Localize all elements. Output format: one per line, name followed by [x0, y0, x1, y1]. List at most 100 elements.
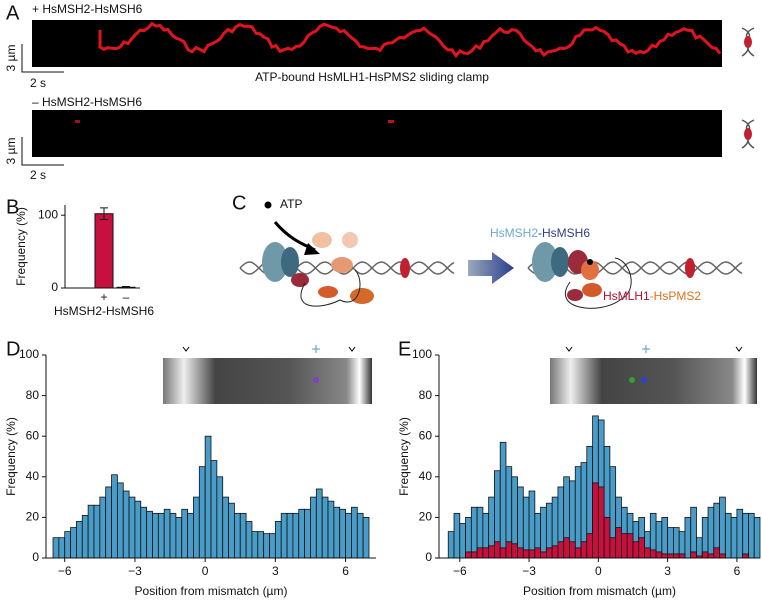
histogram-bar — [315, 488, 323, 559]
x-tick-label: 3 — [664, 564, 671, 578]
histogram-bar — [476, 547, 484, 559]
histogram-bar — [505, 541, 513, 559]
histogram-bar — [701, 551, 709, 559]
histogram-bar — [356, 512, 364, 559]
histogram-bar — [321, 496, 329, 559]
histogram-bar — [345, 512, 352, 559]
atp-label: ATP — [280, 197, 302, 211]
histogram-bar — [52, 537, 60, 559]
histogram-bar — [482, 547, 490, 559]
histogram-bar — [707, 553, 715, 559]
histogram-bar — [175, 517, 183, 559]
histogram-bar — [274, 521, 282, 559]
y-axis-label: Frequency (%) — [397, 417, 411, 496]
y-tick-label: 20 — [419, 510, 433, 524]
x-tick-label: + — [100, 290, 107, 304]
x-tick-label: 6 — [734, 564, 741, 578]
caption: ATP-bound HsMLH1-HsPMS2 sliding clamp — [255, 70, 489, 84]
histogram-bar — [58, 537, 66, 559]
dna-icon — [741, 27, 755, 149]
histogram-bar — [87, 504, 95, 559]
label-part: HsMSH2 — [490, 226, 538, 240]
error-bar — [100, 207, 108, 221]
histogram-bar — [719, 496, 726, 559]
histogram-bar — [638, 537, 645, 559]
histogram-bar — [742, 553, 749, 559]
histogram-bar — [609, 537, 617, 559]
histogram-bar — [696, 537, 703, 559]
x-tick-label: 6 — [342, 564, 349, 578]
histogram-bar — [684, 517, 692, 559]
histogram-bar — [310, 496, 317, 559]
inset-markers — [182, 345, 743, 383]
x-tick-label: −3 — [522, 564, 536, 578]
histogram-bar — [540, 551, 547, 559]
scale-label: 2 s — [30, 76, 46, 90]
histogram-bar — [742, 512, 749, 559]
bar — [94, 213, 114, 289]
histogram-bar — [351, 506, 358, 559]
histogram-bar — [667, 527, 674, 559]
histogram-bar — [690, 506, 697, 559]
histogram-bar — [574, 547, 582, 559]
histogram-bar — [280, 512, 288, 559]
y-tick-label: 80 — [419, 388, 433, 402]
histogram-bar — [152, 512, 159, 559]
histogram-bar — [163, 508, 171, 559]
histogram-bar — [134, 500, 142, 559]
histogram-bar — [626, 533, 634, 559]
histogram-bar — [724, 512, 732, 559]
histogram-bar — [597, 486, 605, 559]
histogram-bar — [333, 506, 341, 559]
inset-image — [550, 358, 757, 404]
histogram-bar — [672, 527, 680, 559]
histogram-bar — [545, 547, 553, 559]
histogram-bar — [592, 482, 599, 559]
histogram-bar — [522, 496, 530, 559]
kymograph — [32, 110, 722, 157]
histogram-bar — [736, 508, 744, 559]
histogram-bar — [193, 496, 200, 559]
histogram-bar — [713, 547, 720, 559]
scale-label: 3 µm — [4, 138, 18, 165]
x-axis-label: HsMSH2-HsMSH6 — [54, 304, 154, 318]
y-axis-label: Frequency (%) — [4, 417, 18, 496]
histogram-bar — [210, 460, 218, 559]
histogram-bar — [228, 502, 235, 559]
histogram-bar — [459, 523, 466, 559]
histogram-bar — [488, 545, 495, 559]
histogram-bar — [286, 512, 294, 559]
histogram-bar — [269, 533, 276, 559]
y-tick-label: 60 — [26, 428, 40, 442]
histogram-bar — [649, 549, 657, 559]
histogram-bar — [470, 506, 478, 559]
scale-bar — [21, 137, 64, 166]
histogram-bar — [517, 486, 524, 559]
histogram-bar — [111, 474, 118, 559]
histogram-bar — [70, 527, 77, 559]
histogram-bar — [661, 517, 669, 559]
histogram-bar — [292, 512, 300, 559]
kymo-trace — [98, 21, 722, 59]
histogram-bar — [239, 512, 247, 559]
histogram-bar — [128, 496, 136, 559]
histogram-bar — [499, 547, 507, 559]
histogram-bar — [146, 510, 153, 559]
histogram-bar — [707, 506, 715, 559]
scale-label: 2 s — [30, 168, 46, 182]
histogram-bar — [465, 551, 472, 559]
histogram-bar — [251, 531, 259, 559]
histogram-bar — [447, 531, 455, 559]
histogram-bar — [522, 549, 530, 559]
scale-label: 3 µm — [4, 45, 18, 72]
histogram-bar — [298, 508, 306, 559]
x-tick-label: – — [123, 290, 130, 304]
histogram-bar — [672, 553, 680, 559]
y-tick-label: 0 — [32, 550, 39, 564]
histogram-bar — [528, 490, 536, 559]
histogram-bar — [574, 466, 582, 559]
panel-letter: E — [398, 338, 411, 360]
histogram-bar — [304, 508, 311, 559]
kymo-label: + HsMSH2-HsMSH6 — [32, 2, 143, 16]
